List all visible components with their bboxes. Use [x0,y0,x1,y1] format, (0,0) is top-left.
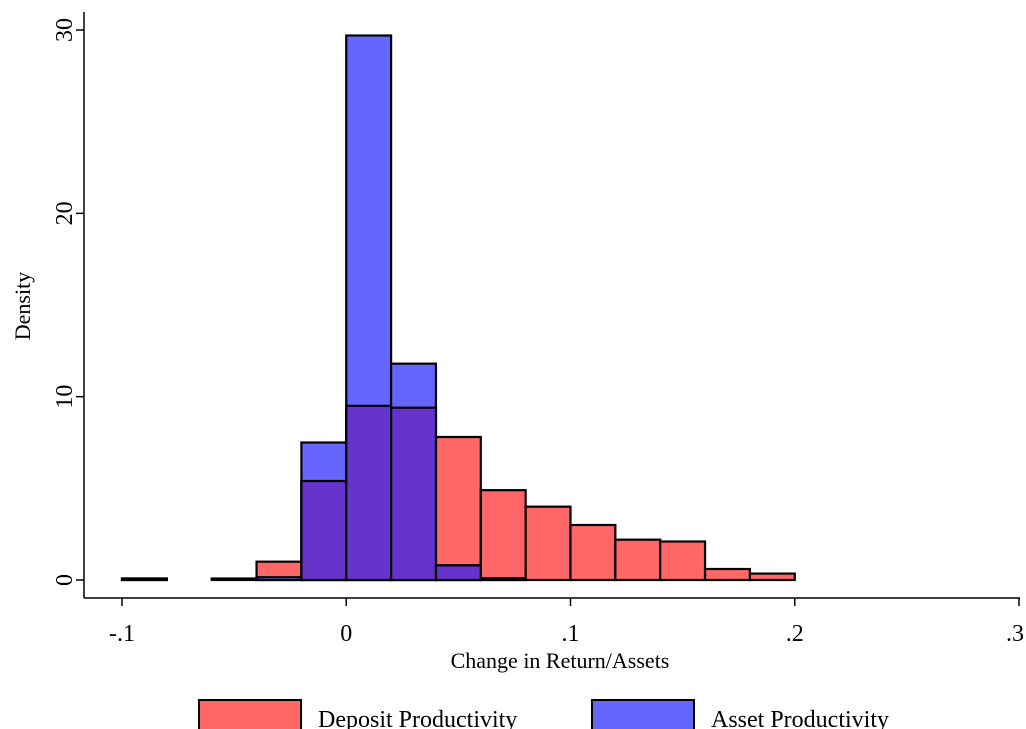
bar-deposit-productivity-1 [210,577,258,582]
legend-label-asset-productivity: Asset Productivity [711,707,889,729]
legend-label-deposit-productivity: Deposit Productivity [318,707,517,729]
bar-deposit-productivity-11 [659,540,707,582]
x-tick-label: .2 [786,621,804,647]
bar-overlap-6 [434,564,482,582]
y-axis-title: Density [10,272,35,340]
bar-asset-productivity-1 [255,576,303,582]
bar-overlap-3 [300,479,348,582]
bar-deposit-productivity-9 [569,523,617,582]
bar-overlap-4 [345,404,393,582]
y-tick-label: 10 [52,385,78,409]
legend: Deposit Productivity Asset Productivity [198,699,889,729]
x-tick-label: .3 [1006,621,1024,647]
axes [83,12,1020,599]
y-tick-label: 0 [52,574,78,586]
y-tick-label: 30 [52,18,78,42]
bar-deposit-productivity-13 [748,572,796,582]
x-tick-label: 0 [340,621,352,647]
bar-asset-productivity-6 [479,577,527,582]
legend-swatch-deposit-productivity [198,699,302,729]
legend-swatch-asset-productivity [591,699,695,729]
histogram-bars [120,34,796,582]
bar-asset-productivity-0 [120,577,168,582]
bar-deposit-productivity-6 [434,435,482,582]
bar-deposit-productivity-12 [703,567,751,582]
bar-deposit-productivity-10 [614,538,662,582]
y-tick-label: 20 [52,201,78,225]
bar-overlap-5 [390,406,438,582]
x-tick-label: .1 [562,621,580,647]
bar-deposit-productivity-8 [524,505,572,582]
x-axis-title: Change in Return/Assets [451,648,670,673]
x-tick-label: -.1 [109,621,135,647]
bar-deposit-productivity-7 [479,489,527,582]
x-ticks: -.1 0 .1 .2 .3 [109,598,1024,647]
y-ticks: 0 10 20 30 [52,18,84,586]
